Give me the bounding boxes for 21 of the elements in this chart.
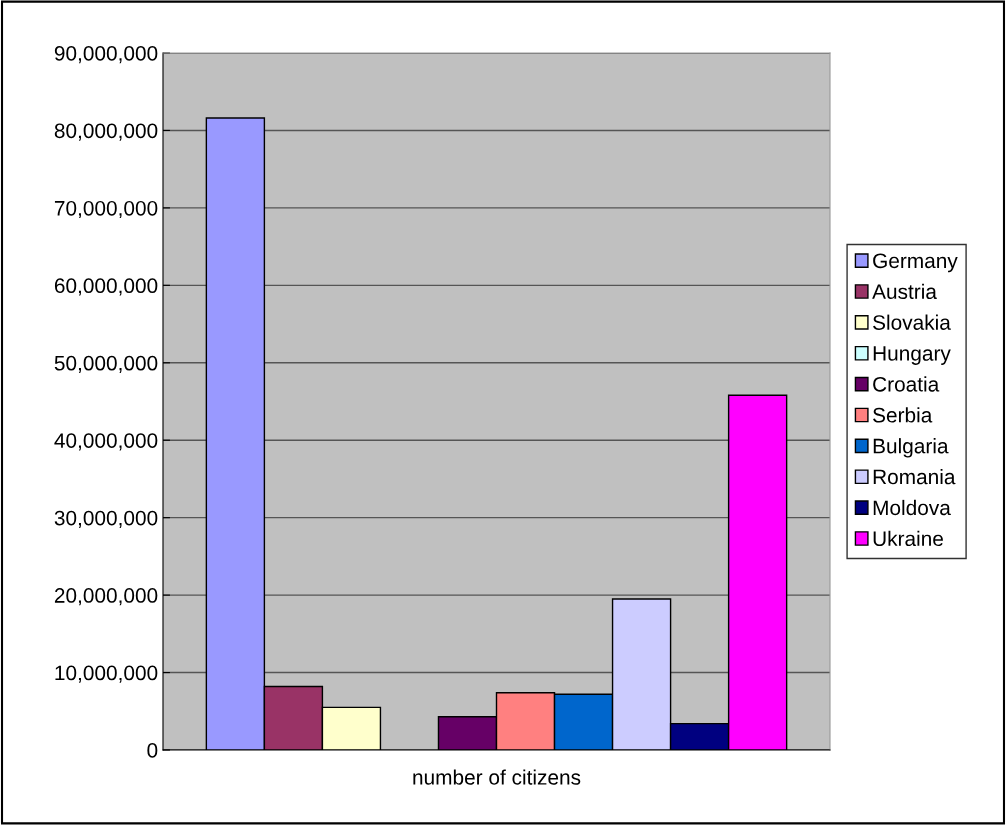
legend-label: Slovakia bbox=[873, 314, 951, 330]
legend-label: Hungary bbox=[873, 346, 951, 365]
legend-label: Romania bbox=[873, 468, 956, 485]
y-tick-label: 90,000,000 bbox=[54, 46, 158, 64]
y-tick-label: 70,000,000 bbox=[54, 200, 158, 219]
y-tick-label: 0 bbox=[147, 743, 158, 758]
legend-label: Ukraine bbox=[873, 530, 943, 547]
y-tick-label: 20,000,000 bbox=[54, 588, 158, 606]
legend-label: Moldova bbox=[873, 499, 951, 516]
y-tick-label: 30,000,000 bbox=[54, 510, 158, 528]
legend-label: Austria bbox=[872, 283, 937, 300]
y-tick-label: 50,000,000 bbox=[54, 355, 158, 373]
legend-label: Bulgaria bbox=[873, 438, 949, 458]
y-tick-label: 60,000,000 bbox=[54, 278, 158, 296]
legend-label: Croatia bbox=[873, 376, 940, 392]
y-tick-label: 40,000,000 bbox=[54, 433, 158, 451]
y-tick-label: 10,000,000 bbox=[55, 665, 158, 683]
y-tick-label: 80,000,000 bbox=[54, 123, 158, 141]
x-tick-label: number of citizens bbox=[413, 769, 581, 785]
legend-label: Serbia bbox=[873, 407, 933, 423]
legend-label: Germany bbox=[873, 253, 958, 273]
